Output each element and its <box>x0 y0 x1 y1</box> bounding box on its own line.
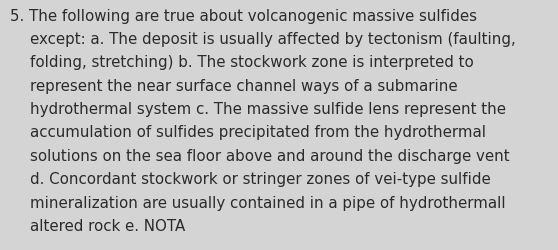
Text: solutions on the sea floor above and around the discharge vent: solutions on the sea floor above and aro… <box>30 148 510 163</box>
Text: hydrothermal system c. The massive sulfide lens represent the: hydrothermal system c. The massive sulfi… <box>30 102 506 117</box>
Text: mineralization are usually contained in a pipe of hydrothermall: mineralization are usually contained in … <box>30 195 506 210</box>
Text: altered rock e. NOTA: altered rock e. NOTA <box>30 218 185 233</box>
Text: except: a. The deposit is usually affected by tectonism (faulting,: except: a. The deposit is usually affect… <box>30 32 516 47</box>
Text: folding, stretching) b. The stockwork zone is interpreted to: folding, stretching) b. The stockwork zo… <box>30 55 474 70</box>
Text: d. Concordant stockwork or stringer zones of vei-type sulfide: d. Concordant stockwork or stringer zone… <box>30 172 491 186</box>
Text: accumulation of sulfides precipitated from the hydrothermal: accumulation of sulfides precipitated fr… <box>30 125 486 140</box>
Text: represent the near surface channel ways of a submarine: represent the near surface channel ways … <box>30 78 458 94</box>
Text: 5. The following are true about volcanogenic massive sulfides: 5. The following are true about volcanog… <box>10 9 477 24</box>
